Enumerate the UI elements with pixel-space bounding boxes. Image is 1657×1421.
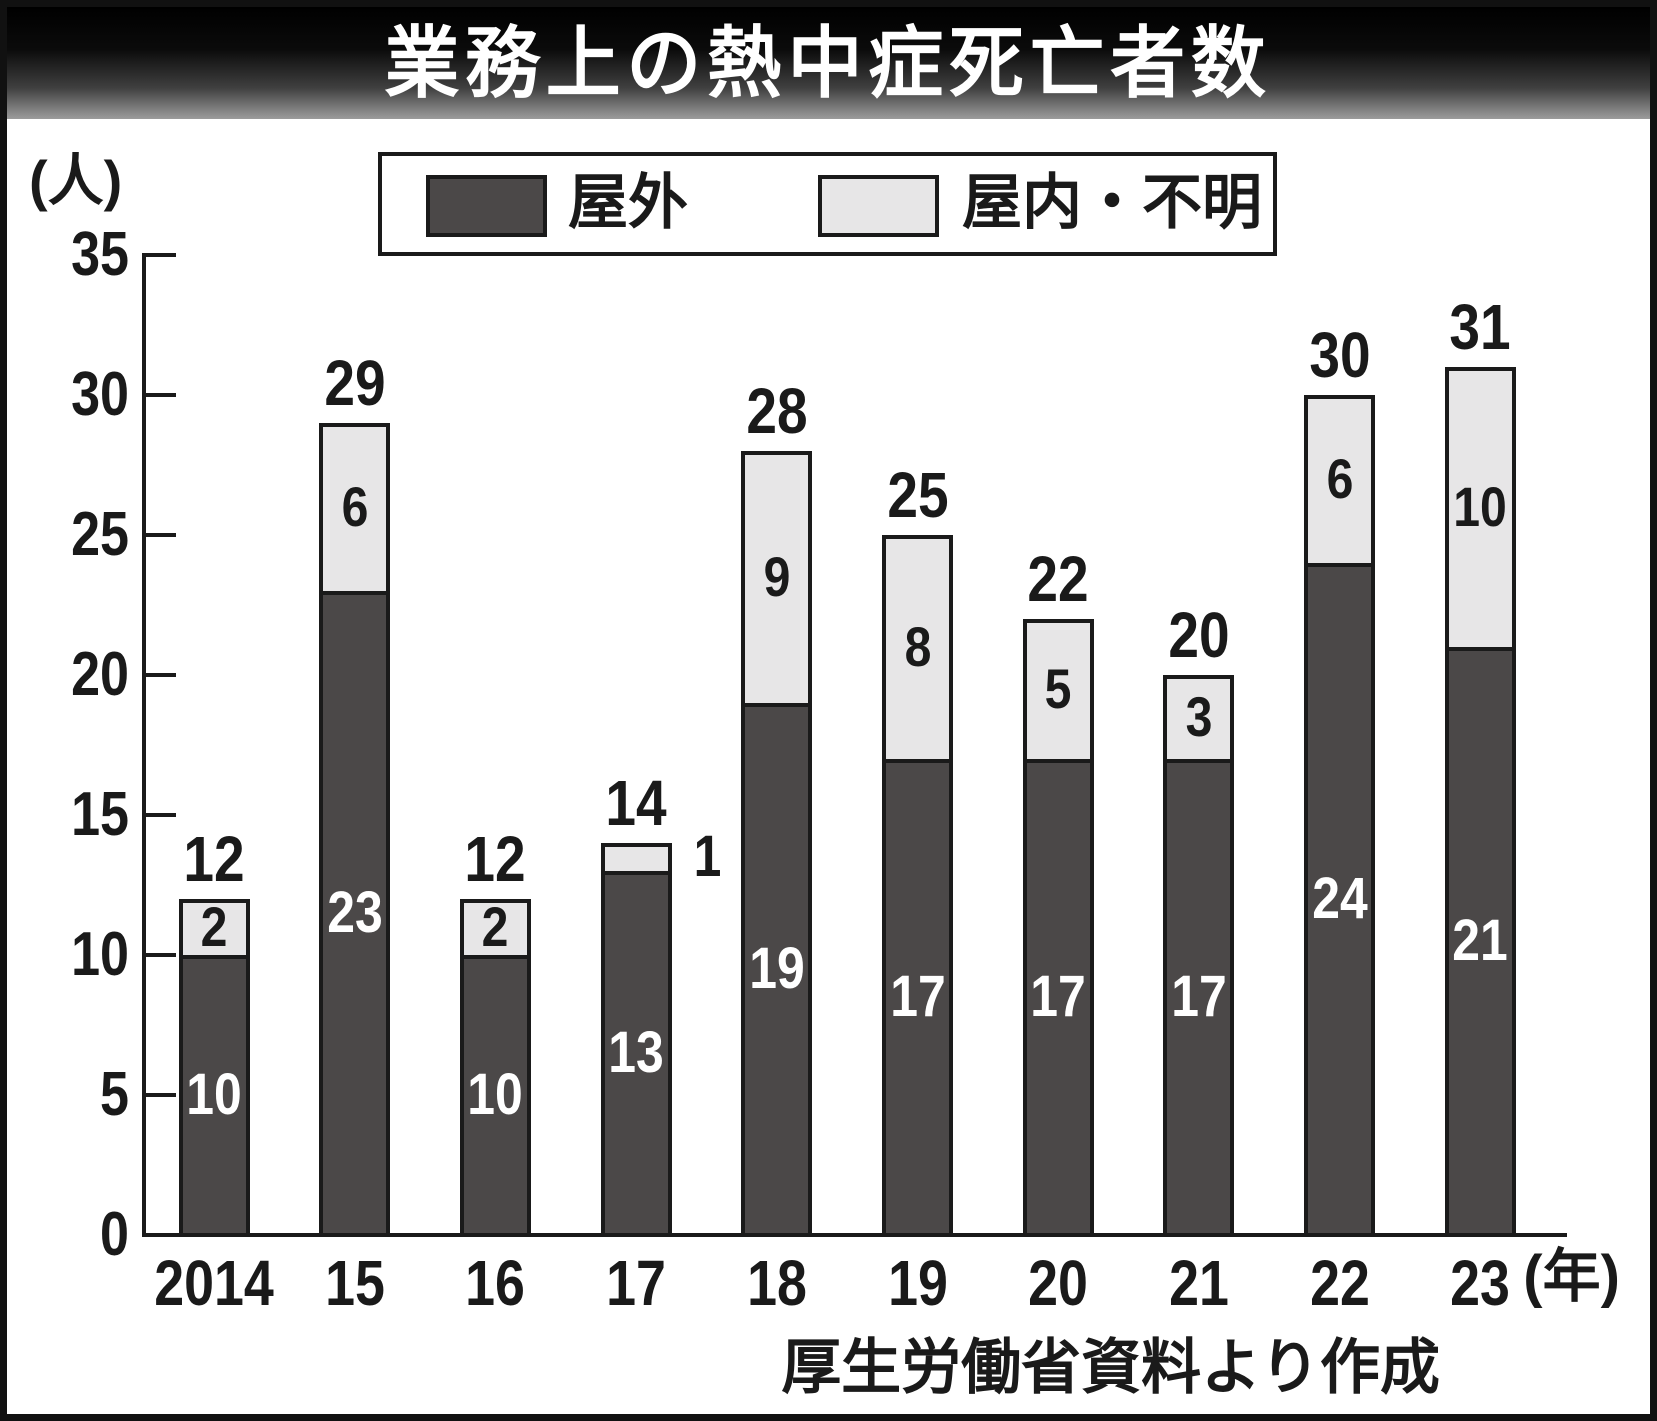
bar-total-label: 29 [324,347,386,419]
x-category-label: 17 [606,1247,666,1319]
bar-segment-outdoor [741,703,813,1237]
bar-outdoor-value: 23 [326,880,383,945]
bar-total-label: 25 [886,459,949,531]
bar-segment-outdoor [1304,563,1376,1237]
bar-segment-outdoor [1163,759,1235,1237]
y-tick-label: 30 [71,360,129,429]
x-category-label: 18 [746,1247,807,1319]
bar-total-label: 14 [605,767,667,839]
bar-total-label: 12 [464,823,527,895]
y-tick-label: 20 [71,640,129,709]
bar-segment-outdoor [319,591,391,1237]
title-bar: 業務上の熱中症死亡者数 [7,7,1650,119]
bar-outdoor-value: 10 [467,1062,524,1127]
chart-title: 業務上の熱中症死亡者数 [384,19,1273,107]
bar-outdoor-value: 24 [1311,866,1368,931]
bar-segment-outdoor [1444,647,1516,1237]
y-tick [146,253,176,257]
legend-label-outdoor: 屋外 [568,168,688,236]
y-axis-unit-label: (人) [29,149,123,212]
bar-total-label: 31 [1449,291,1511,363]
bar-total-label: 20 [1168,599,1230,671]
bar-indoor-value: 9 [763,545,791,608]
y-tick-label: 5 [100,1060,129,1129]
bar-segment-indoor [1304,395,1376,567]
y-tick-label: 0 [100,1200,129,1269]
x-category-label: 21 [1168,1247,1229,1319]
bar-outdoor-value: 21 [1452,908,1509,973]
bar-outdoor-value: 10 [186,1062,242,1127]
legend-swatch-outdoor [426,175,547,237]
x-axis-line [142,1233,1567,1237]
bar-outdoor-value: 17 [1030,964,1086,1029]
bar-indoor-value: 6 [341,475,369,538]
bar-segment-indoor [1163,675,1235,763]
bar-segment-outdoor [882,759,953,1237]
x-category-label: 15 [324,1247,385,1319]
bar-segment-indoor [600,843,672,875]
y-tick [146,393,176,397]
bar-segment-indoor [178,899,250,959]
bar-segment-indoor [1444,367,1516,651]
y-axis-line [142,253,146,1237]
y-tick [146,1093,176,1097]
source-note: 厚生労働省資料より作成 [781,1334,1440,1401]
bar-indoor-value: 5 [1044,657,1072,720]
x-category-label: 23 [1450,1247,1511,1319]
x-category-label: 2014 [154,1247,274,1319]
bar-indoor-value: 3 [1185,685,1213,748]
y-tick-label: 35 [71,220,129,289]
x-category-label: 19 [887,1247,948,1319]
bar-segment-indoor [882,535,953,763]
y-tick-label: 25 [71,500,129,569]
bar-total-label: 22 [1027,543,1089,615]
legend-swatch-indoor [818,175,939,237]
bar-segment-indoor [1022,619,1094,763]
bar-indoor-value: 2 [200,895,228,958]
bar-indoor-value: 2 [481,895,509,958]
bar-segment-indoor [741,451,813,707]
bar-segment-outdoor [1022,759,1094,1237]
bar-total-label: 12 [183,823,245,895]
legend: 屋外 屋内・不明 [378,152,1277,256]
bar-segment-indoor [459,899,531,959]
bar-total-label: 28 [746,375,808,447]
y-tick [146,813,176,817]
y-tick [146,673,176,677]
x-category-label: 16 [465,1247,526,1319]
y-tick-label: 10 [71,920,129,989]
x-category-label: 22 [1309,1247,1370,1319]
bar-indoor-value: 8 [904,615,931,678]
bar-segment-outdoor [600,871,672,1237]
x-category-label: 20 [1028,1247,1089,1319]
legend-label-indoor: 屋内・不明 [962,168,1262,236]
bar-indoor-value: 6 [1326,447,1353,510]
bar-outdoor-value: 19 [749,936,805,1001]
bar-total-label: 30 [1308,319,1371,391]
y-tick [146,953,176,957]
bar-segment-indoor [319,423,391,595]
bar-indoor-value: 1 [693,824,721,889]
bar-indoor-value: 10 [1453,475,1508,538]
bar-outdoor-value: 13 [608,1020,664,1085]
bar-segment-outdoor [459,955,531,1237]
x-axis-unit-label: (年) [1523,1244,1620,1309]
y-tick [146,533,176,537]
bar-outdoor-value: 17 [889,964,946,1029]
y-tick-label: 15 [71,780,129,849]
bar-outdoor-value: 17 [1171,964,1227,1029]
